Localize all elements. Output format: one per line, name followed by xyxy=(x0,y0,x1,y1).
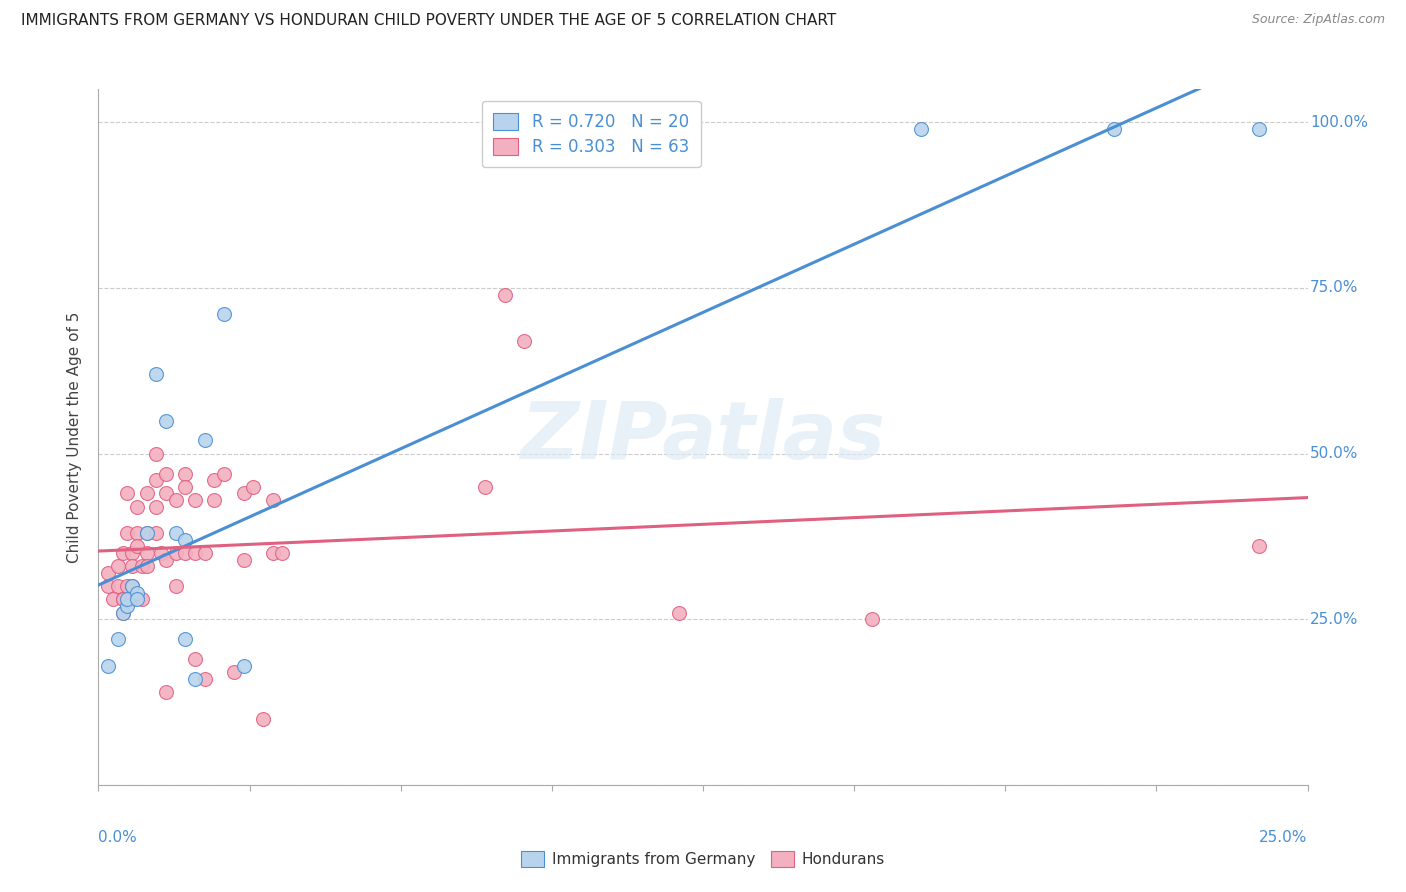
Point xyxy=(117,592,139,607)
Point xyxy=(165,546,187,560)
Point xyxy=(117,526,139,541)
Legend: Immigrants from Germany, Hondurans: Immigrants from Germany, Hondurans xyxy=(516,845,890,873)
Point xyxy=(174,546,197,560)
Point xyxy=(1102,122,1125,136)
Point xyxy=(222,665,245,680)
Point xyxy=(184,652,207,666)
Point xyxy=(271,546,294,560)
Point xyxy=(145,447,167,461)
Y-axis label: Child Poverty Under the Age of 5: Child Poverty Under the Age of 5 xyxy=(67,311,83,563)
Point xyxy=(1249,540,1271,554)
Text: 25.0%: 25.0% xyxy=(1260,830,1308,846)
Point xyxy=(97,658,120,673)
Point xyxy=(135,526,157,541)
Point xyxy=(155,552,177,566)
Point xyxy=(117,486,139,500)
Point xyxy=(174,533,197,547)
Point xyxy=(127,586,149,600)
Point xyxy=(127,500,149,514)
Point xyxy=(194,546,217,560)
Point xyxy=(1249,122,1271,136)
Point xyxy=(194,672,217,686)
Point xyxy=(155,685,177,699)
Point xyxy=(252,712,274,726)
Text: IMMIGRANTS FROM GERMANY VS HONDURAN CHILD POVERTY UNDER THE AGE OF 5 CORRELATION: IMMIGRANTS FROM GERMANY VS HONDURAN CHIL… xyxy=(21,13,837,29)
Text: Source: ZipAtlas.com: Source: ZipAtlas.com xyxy=(1251,13,1385,27)
Point xyxy=(155,413,177,427)
Point xyxy=(111,606,134,620)
Point xyxy=(165,579,187,593)
Point xyxy=(127,526,149,541)
Point xyxy=(204,473,226,487)
Point xyxy=(204,493,226,508)
Point xyxy=(117,599,139,613)
Point xyxy=(111,606,134,620)
Text: ZIPatlas: ZIPatlas xyxy=(520,398,886,476)
Point xyxy=(111,592,134,607)
Point xyxy=(232,552,254,566)
Point xyxy=(135,546,157,560)
Point xyxy=(174,480,197,494)
Point xyxy=(121,579,143,593)
Point xyxy=(135,526,157,541)
Point xyxy=(212,308,235,322)
Point xyxy=(107,632,129,647)
Text: 25.0%: 25.0% xyxy=(1310,612,1358,627)
Point xyxy=(107,559,129,574)
Point xyxy=(262,546,284,560)
Point xyxy=(232,658,254,673)
Point xyxy=(513,334,536,348)
Point xyxy=(97,579,120,593)
Point xyxy=(155,467,177,481)
Point xyxy=(150,546,173,560)
Point xyxy=(127,592,149,607)
Point xyxy=(910,122,932,136)
Point xyxy=(131,592,153,607)
Text: 75.0%: 75.0% xyxy=(1310,280,1358,295)
Point xyxy=(145,367,167,381)
Point xyxy=(165,526,187,541)
Point xyxy=(184,546,207,560)
Point xyxy=(184,672,207,686)
Text: 0.0%: 0.0% xyxy=(98,830,138,846)
Point xyxy=(165,493,187,508)
Point xyxy=(232,486,254,500)
Point xyxy=(242,480,264,494)
Point xyxy=(262,493,284,508)
Point xyxy=(174,467,197,481)
Text: 100.0%: 100.0% xyxy=(1310,115,1368,130)
Point xyxy=(668,606,690,620)
Point xyxy=(101,592,124,607)
Point xyxy=(111,546,134,560)
Point xyxy=(135,559,157,574)
Point xyxy=(155,486,177,500)
Point xyxy=(111,592,134,607)
Point xyxy=(494,287,516,301)
Point xyxy=(135,486,157,500)
Point xyxy=(107,579,129,593)
Point xyxy=(860,612,883,626)
Point xyxy=(121,579,143,593)
Point xyxy=(121,592,143,607)
Point xyxy=(117,579,139,593)
Point xyxy=(474,480,496,494)
Point xyxy=(145,473,167,487)
Point xyxy=(212,467,235,481)
Point xyxy=(174,632,197,647)
Point xyxy=(184,493,207,508)
Point xyxy=(121,546,143,560)
Text: 50.0%: 50.0% xyxy=(1310,446,1358,461)
Point xyxy=(145,526,167,541)
Point xyxy=(127,540,149,554)
Point xyxy=(131,559,153,574)
Point xyxy=(121,559,143,574)
Point xyxy=(145,500,167,514)
Point xyxy=(194,434,217,448)
Point xyxy=(97,566,120,580)
